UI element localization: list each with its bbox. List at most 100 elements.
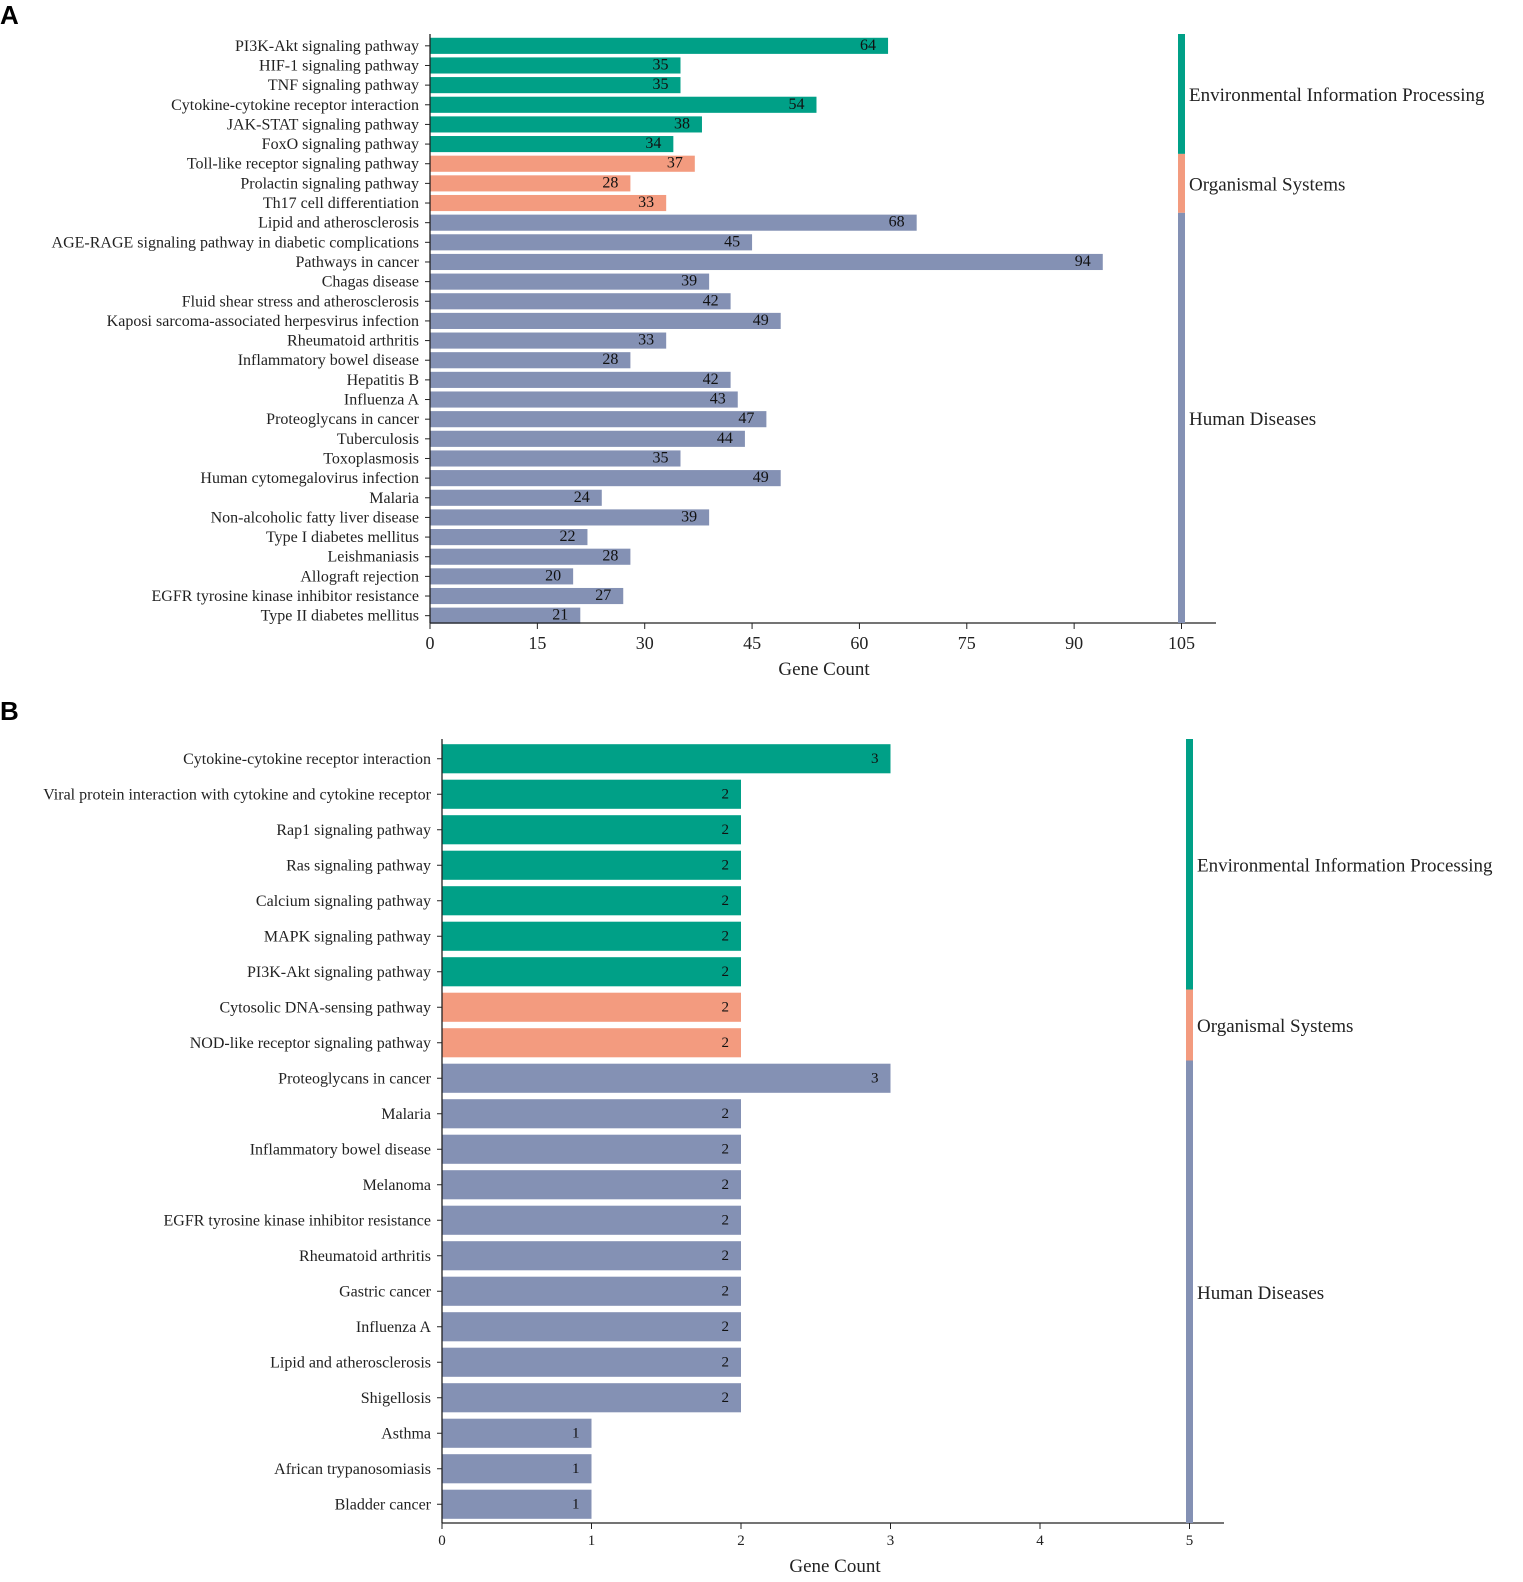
value-label: 1 [572, 1425, 580, 1441]
category-label: Cytokine-cytokine receptor interaction [183, 751, 431, 768]
category-label: Gastric cancer [339, 1283, 432, 1300]
category-label: Malaria [369, 490, 419, 507]
category-label: Type II diabetes mellitus [261, 608, 419, 625]
bar-cytokine-cytokine-receptor-interaction [430, 96, 817, 113]
value-label: 2 [722, 1141, 730, 1157]
bar-malaria [430, 489, 602, 506]
bar-influenza-a [442, 1312, 741, 1342]
x-tick-label: 15 [528, 633, 546, 653]
bar-prolactin-signaling-pathway [430, 175, 631, 192]
category-label: Hepatitis B [347, 372, 419, 389]
panel-label-a: A [0, 0, 19, 30]
bar-ras-signaling-pathway [442, 850, 741, 880]
category-label: Malaria [381, 1106, 431, 1123]
category-label: Cytokine-cytokine receptor interaction [171, 97, 419, 114]
category-label: HIF-1 signaling pathway [259, 57, 419, 74]
bar-proteoglycans-in-cancer [430, 411, 767, 428]
bar-african-trypanosomiasis [442, 1454, 592, 1484]
bar-lipid-and-atherosclerosis [442, 1347, 741, 1377]
bar-viral-protein-interaction-with-cytokine-and-cytokine-receptor [442, 779, 741, 809]
bar-age-rage-signaling-pathway-in-diabetic-complications [430, 234, 753, 251]
value-label: 2 [722, 786, 730, 802]
group-label-organismal-systems: Organismal Systems [1189, 174, 1345, 195]
value-label: 2 [722, 822, 730, 838]
bar-rap1-signaling-pathway [442, 815, 741, 845]
value-label: 2 [722, 1283, 730, 1299]
x-axis-title: Gene Count [789, 1556, 881, 1577]
category-label: Human cytomegalovirus infection [200, 470, 419, 487]
group-label-organismal-systems: Organismal Systems [1197, 1016, 1353, 1037]
bar-asthma [442, 1418, 592, 1448]
category-label: Viral protein interaction with cytokine … [43, 786, 431, 803]
value-label: 64 [860, 37, 876, 54]
value-label: 2 [722, 1319, 730, 1335]
x-tick-label: 105 [1168, 633, 1195, 653]
x-tick-label: 30 [636, 633, 654, 653]
value-label: 28 [602, 174, 618, 191]
group-label-environmental-information-processing: Environmental Information Processing [1189, 85, 1485, 106]
bar-pi3k-akt-signaling-pathway [442, 957, 741, 987]
category-label: Pathways in cancer [295, 254, 419, 271]
x-tick-label: 4 [1036, 1533, 1044, 1549]
value-label: 34 [645, 135, 661, 152]
value-label: 43 [710, 391, 726, 408]
value-label: 33 [638, 332, 654, 349]
category-label: Asthma [381, 1425, 431, 1442]
category-label: Influenza A [356, 1319, 432, 1336]
category-label: Prolactin signaling pathway [240, 175, 419, 192]
x-tick-label: 0 [426, 633, 435, 653]
value-label: 42 [703, 371, 719, 388]
bar-pathways-in-cancer [430, 253, 1103, 271]
value-label: 37 [667, 155, 683, 172]
bar-toll-like-receptor-signaling-pathway [430, 155, 695, 172]
value-label: 3 [871, 1070, 879, 1086]
bar-fluid-shear-stress-and-atherosclerosis [430, 293, 731, 310]
value-label: 2 [722, 1035, 730, 1051]
x-tick-label: 2 [737, 1533, 745, 1549]
value-label: 38 [674, 115, 690, 132]
bar-jak-stat-signaling-pathway [430, 116, 702, 133]
bar-egfr-tyrosine-kinase-inhibitor-resistance [442, 1205, 741, 1235]
bar-foxo-signaling-pathway [430, 136, 674, 153]
value-label: 2 [722, 1212, 730, 1228]
bar-leishmaniasis [430, 548, 631, 565]
group-label-human-diseases: Human Diseases [1197, 1283, 1324, 1304]
category-label: Shigellosis [361, 1390, 431, 1407]
category-label: MAPK signaling pathway [264, 928, 431, 945]
x-axis-title: Gene Count [778, 659, 870, 680]
chart-b: Cytokine-cytokine receptor interaction 3 V… [43, 739, 1493, 1577]
category-label: PI3K-Akt signaling pathway [247, 964, 431, 981]
bar-hepatitis-b [430, 371, 731, 388]
value-label: 28 [602, 351, 618, 368]
bar-inflammatory-bowel-disease [430, 352, 631, 369]
value-label: 20 [545, 567, 561, 584]
category-label: Influenza A [344, 392, 420, 409]
value-label: 54 [788, 96, 804, 113]
bar-cytokine-cytokine-receptor-interaction [442, 744, 891, 774]
bar-hif-1-signaling-pathway [430, 57, 681, 74]
category-label: Fluid shear stress and atherosclerosis [182, 293, 419, 310]
bar-lipid-and-atherosclerosis [430, 214, 917, 231]
bar-rheumatoid-arthritis [442, 1241, 741, 1271]
value-label: 28 [602, 548, 618, 565]
bar-kaposi-sarcoma-associated-herpesvirus-infection [430, 312, 781, 329]
value-label: 2 [722, 1390, 730, 1406]
value-label: 45 [724, 233, 740, 250]
category-label: EGFR tyrosine kinase inhibitor resistanc… [151, 588, 419, 605]
value-label: 1 [572, 1496, 580, 1512]
bar-tuberculosis [430, 430, 745, 447]
value-label: 39 [681, 273, 697, 290]
value-label: 3 [871, 751, 879, 767]
x-tick-label: 0 [438, 1533, 446, 1549]
bar-proteoglycans-in-cancer [442, 1063, 891, 1093]
category-label: AGE-RAGE signaling pathway in diabetic c… [52, 234, 419, 251]
category-label: Rheumatoid arthritis [287, 333, 419, 350]
category-label: Kaposi sarcoma-associated herpesvirus in… [107, 313, 419, 330]
bar-mapk-signaling-pathway [442, 921, 741, 951]
bar-bladder-cancer [442, 1489, 592, 1519]
category-label: Inflammatory bowel disease [250, 1141, 431, 1158]
group-label-human-diseases: Human Diseases [1189, 409, 1316, 430]
value-label: 49 [753, 469, 769, 486]
category-label: Rap1 signaling pathway [276, 822, 431, 839]
